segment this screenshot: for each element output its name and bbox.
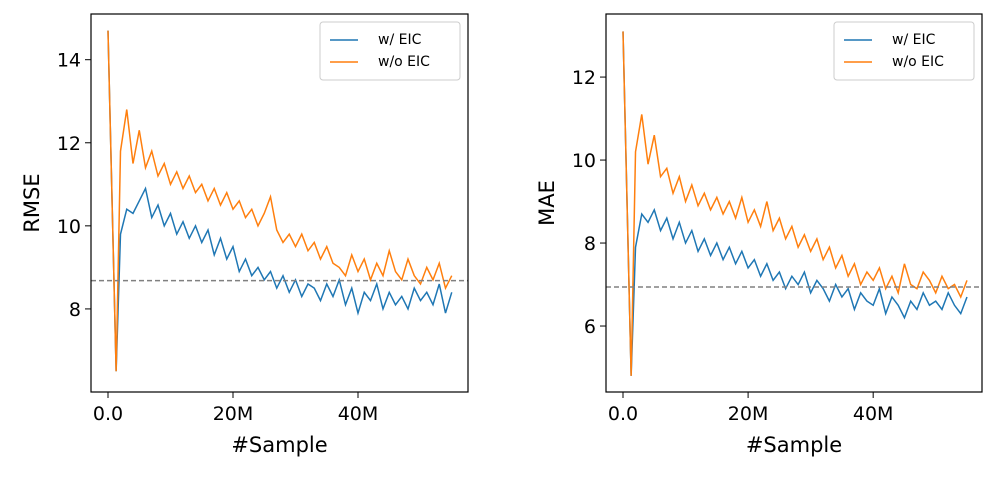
y-tick-label: 6 <box>584 316 596 338</box>
legend-box <box>833 21 975 81</box>
legend-label: w/ EIC <box>378 32 422 48</box>
y-tick-label: 12 <box>57 133 81 155</box>
legend-label: w/o EIC <box>378 54 430 70</box>
axes-frame <box>90 13 469 393</box>
x-axis-label: #Sample <box>746 433 842 457</box>
legend-label: w/o EIC <box>892 54 944 70</box>
y-tick-label: 10 <box>572 150 596 172</box>
axes-frame <box>605 13 983 393</box>
x-tick-label: 40M <box>338 403 379 425</box>
y-tick-label: 12 <box>572 67 596 89</box>
x-tick-label: 40M <box>853 403 894 425</box>
x-axis-label: #Sample <box>231 433 327 457</box>
y-tick-label: 14 <box>57 50 81 72</box>
y-axis-label: RMSE <box>20 173 44 232</box>
series-line <box>622 31 968 376</box>
series-line <box>107 30 453 372</box>
y-tick-label: 10 <box>57 216 81 238</box>
x-tick-label: 0.0 <box>93 403 123 425</box>
x-tick-label: 20M <box>213 403 254 425</box>
y-tick-label: 8 <box>584 233 596 255</box>
y-tick-label: 8 <box>69 299 81 321</box>
series-line <box>622 31 968 376</box>
x-tick-label: 20M <box>728 403 769 425</box>
legend-box <box>319 21 461 81</box>
x-tick-label: 0.0 <box>608 403 638 425</box>
series-line <box>107 30 453 372</box>
y-axis-label: MAE <box>535 180 559 226</box>
legend-label: w/ EIC <box>892 32 936 48</box>
